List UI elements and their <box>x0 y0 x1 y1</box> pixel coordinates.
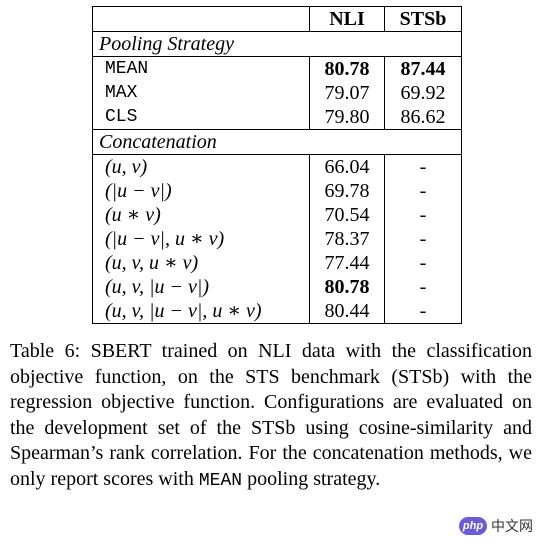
stsb-value: 69.92 <box>384 81 462 105</box>
caption-text: Table 6: SBERT trained on NLI data with … <box>10 340 532 490</box>
nli-value: 80.78 <box>309 275 385 299</box>
row-label: (|u − v|) <box>92 179 310 203</box>
table-row: (u, v, |u − v|, u ∗ v) 80.44 - <box>92 299 462 324</box>
section-row-concatenation: Concatenation <box>92 129 462 155</box>
results-table: NLI STSb Pooling Strategy MEAN 80.78 87.… <box>92 6 462 324</box>
table-row: (|u − v|, u ∗ v) 78.37 - <box>92 227 462 251</box>
caption-mono-word: MEAN <box>198 470 243 491</box>
watermark-text: 中文网 <box>491 519 533 535</box>
stsb-value: - <box>384 299 462 324</box>
row-label: MEAN <box>92 56 310 81</box>
row-label: (u, v, |u − v|) <box>92 275 310 299</box>
stsb-value: 86.62 <box>384 105 462 130</box>
row-label: MAX <box>92 81 310 105</box>
stsb-value: - <box>384 179 462 203</box>
nli-value: 78.37 <box>309 227 385 251</box>
header-empty-cell <box>92 6 310 32</box>
row-label: (u, v, |u − v|, u ∗ v) <box>92 299 310 324</box>
stsb-value: - <box>384 251 462 275</box>
nli-value: 69.78 <box>309 179 385 203</box>
section-title: Pooling Strategy <box>92 31 462 57</box>
table-row: (u ∗ v) 70.54 - <box>92 203 462 227</box>
stsb-value: - <box>384 203 462 227</box>
section-title: Concatenation <box>92 129 462 155</box>
table-caption: Table 6: SBERT trained on NLI data with … <box>10 339 532 494</box>
caption-text-end: pooling strategy. <box>242 467 381 490</box>
row-label: (|u − v|, u ∗ v) <box>92 227 310 251</box>
nli-value: 70.54 <box>309 203 385 227</box>
header-stsb: STSb <box>384 6 462 32</box>
row-label: (u ∗ v) <box>92 203 310 227</box>
stsb-value: 87.44 <box>384 56 462 81</box>
nli-value: 80.78 <box>309 56 385 81</box>
table-row: (u, v, |u − v|) 80.78 - <box>92 275 462 299</box>
stsb-value: - <box>384 227 462 251</box>
table-header-row: NLI STSb <box>92 6 462 32</box>
stsb-value: - <box>384 154 462 179</box>
nli-value: 79.07 <box>309 81 385 105</box>
nli-value: 77.44 <box>309 251 385 275</box>
table-row: (u, v) 66.04 - <box>92 154 462 179</box>
row-label: (u, v) <box>92 154 310 179</box>
row-label: CLS <box>92 105 310 130</box>
watermark: php 中文网 <box>459 516 533 536</box>
table-row: CLS 79.80 86.62 <box>92 105 462 130</box>
nli-value: 79.80 <box>309 105 385 130</box>
php-logo: php <box>459 517 487 535</box>
table-row: (|u − v|) 69.78 - <box>92 179 462 203</box>
nli-value: 66.04 <box>309 154 385 179</box>
stsb-value: - <box>384 275 462 299</box>
table-row: MAX 79.07 69.92 <box>92 81 462 105</box>
nli-value: 80.44 <box>309 299 385 324</box>
section-row-pooling: Pooling Strategy <box>92 31 462 57</box>
row-label: (u, v, u ∗ v) <box>92 251 310 275</box>
table-row: MEAN 80.78 87.44 <box>92 56 462 81</box>
header-nli: NLI <box>309 6 385 32</box>
table-row: (u, v, u ∗ v) 77.44 - <box>92 251 462 275</box>
